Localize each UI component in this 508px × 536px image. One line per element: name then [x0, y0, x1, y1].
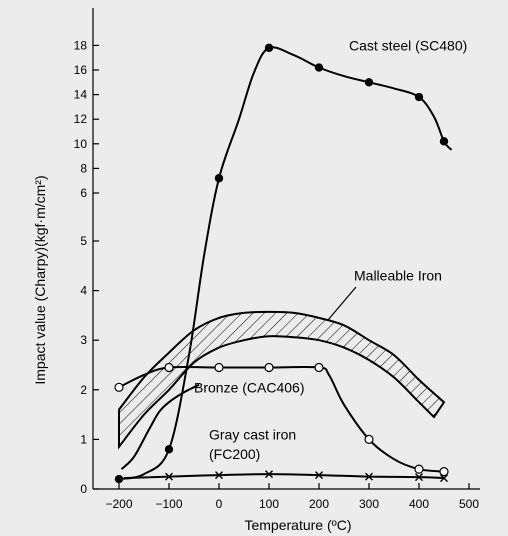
- gray-cast-iron-fc200-point: [165, 472, 173, 481]
- bronze-cac406-point: [414, 464, 424, 474]
- series-curve: [120, 383, 200, 470]
- y-axis-label: Impact value (Charpy)(kgf·m/cm²): [32, 175, 48, 384]
- bronze-cac406-point: [214, 362, 224, 373]
- curve-label: Cast steel (SC480): [349, 37, 467, 53]
- x-tick-label: 0: [216, 497, 223, 511]
- y-tick-label: 14: [74, 88, 88, 102]
- y-tick-label: 5: [80, 234, 87, 248]
- gray-cast-iron-fc200-curve: [123, 473, 445, 480]
- cast-steel-sc480-point: [164, 445, 174, 454]
- x-axis-ticks: −200 −100 0 100 200 300 400 500: [105, 483, 479, 511]
- y-tick-label: 4: [80, 284, 87, 298]
- curve-label: Gray cast iron: [209, 426, 296, 442]
- bronze-cac406-point: [439, 467, 449, 477]
- x-tick-label: 500: [459, 497, 479, 511]
- y-tick-label: 8: [80, 161, 87, 175]
- gray-cast-iron-fc200-point: [265, 470, 273, 479]
- curve-label: (FC200): [209, 446, 260, 462]
- bronze-cac406-point: [364, 434, 374, 444]
- cast-steel-sc480-point: [364, 78, 374, 87]
- y-tick-label: 10: [74, 137, 88, 151]
- gray-cast-iron-fc200-point: [365, 472, 373, 481]
- x-tick-label: −100: [155, 497, 182, 511]
- y-tick-label: 0: [80, 482, 87, 496]
- curve-label: Malleable Iron: [354, 268, 442, 284]
- bronze-cac406-point: [264, 362, 274, 373]
- y-tick-label: 16: [74, 63, 88, 77]
- series-markers: [114, 43, 449, 484]
- plot-area: Cast steel (SC480) Malleable Iron Bronze (…: [114, 37, 467, 484]
- x-tick-label: 100: [259, 497, 279, 511]
- cast-steel-sc480-point: [439, 137, 449, 146]
- y-tick-label: 18: [74, 38, 88, 52]
- curve-label: Bronze (CAC406): [194, 379, 305, 395]
- gray-cast-iron-fc200-point: [315, 471, 323, 480]
- series-labels: Cast steel (SC480) Malleable Iron Bronze (…: [194, 37, 467, 462]
- y-tick-label: 6: [80, 186, 87, 200]
- y-tick-label: 3: [80, 333, 87, 347]
- gray-cast-iron-fc200-point: [440, 474, 448, 483]
- x-tick-label: 300: [359, 497, 379, 511]
- gray-cast-iron-fc200-point: [215, 471, 223, 480]
- malleable-iron-band: [118, 310, 446, 450]
- cast-steel-sc480-point: [414, 92, 424, 102]
- cast-steel-sc480-point: [264, 43, 274, 53]
- y-tick-label: 1: [80, 432, 87, 446]
- x-axis-label: Temperature (ºC): [244, 517, 351, 533]
- gray-cast-iron-fc200-point: [415, 473, 423, 482]
- cast-steel-sc480-point: [114, 474, 124, 484]
- cast-steel-sc480-curve: [118, 46, 453, 481]
- bronze-cac406-point: [164, 362, 174, 373]
- bronze-cac406-point: [114, 382, 124, 392]
- x-tick-label: −200: [105, 497, 132, 511]
- x-tick-label: 400: [409, 497, 429, 511]
- x-tick-label: 200: [309, 497, 329, 511]
- bronze-cac406-point: [314, 362, 324, 373]
- cast-steel-sc480-point: [314, 63, 324, 72]
- malleable-iron-leader: [327, 286, 357, 321]
- y-tick-label: 2: [80, 383, 87, 397]
- y-tick-label: 12: [74, 112, 88, 126]
- cast-steel-sc480-point: [214, 174, 224, 183]
- series-curves: [118, 46, 453, 481]
